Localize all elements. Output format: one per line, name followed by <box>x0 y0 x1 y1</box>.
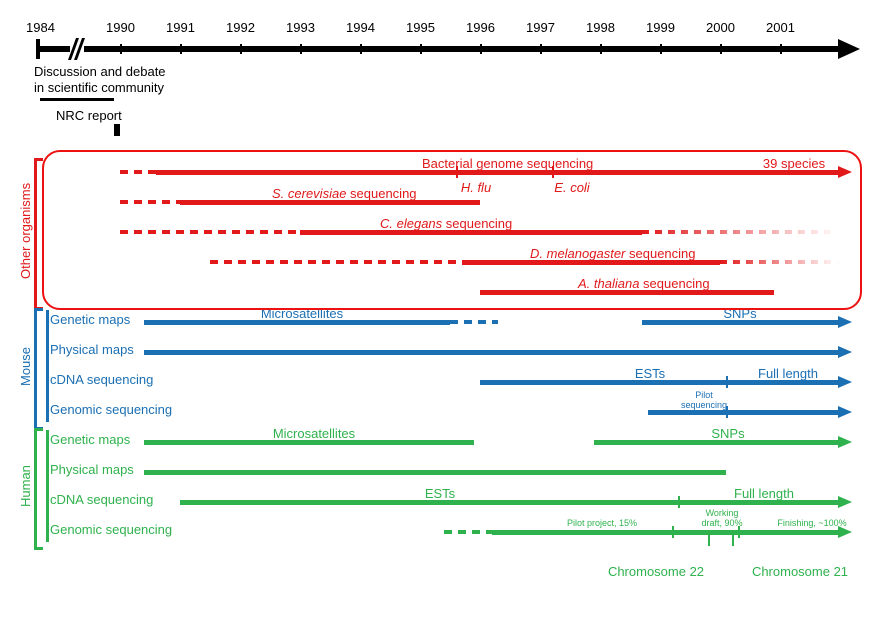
human-genomic-sequencing-label: Genomic sequencing <box>50 522 172 537</box>
human-physical-maps-label: Physical maps <box>50 462 134 477</box>
bracket-mouse <box>34 308 43 430</box>
nrc-report-label: NRC report <box>56 108 122 123</box>
discussion-label: Discussion and debate <box>34 64 166 79</box>
track-label: ESTs <box>380 486 500 501</box>
mouse-cdna-sequencing-label: cDNA sequencing <box>50 372 153 387</box>
year-label-1992: 1992 <box>226 20 255 35</box>
group-label-mouse: Mouse <box>18 312 33 420</box>
nrc-report-tick <box>114 124 120 136</box>
year-label-1996: 1996 <box>466 20 495 35</box>
track-label: Full length <box>704 486 824 501</box>
bracket-human <box>34 428 43 550</box>
mouse-genomic-sequencing-label: Genomic sequencing <box>50 402 172 417</box>
human-cdna-sequencing-label: cDNA sequencing <box>50 492 153 507</box>
track-label: Pilotsequencing <box>644 390 764 410</box>
mouse-physical-maps-label: Physical maps <box>50 342 134 357</box>
track-label: Chromosome 21 <box>740 564 860 579</box>
mouse-genetic-maps-label: Genetic maps <box>50 312 130 327</box>
year-label-1990: 1990 <box>106 20 135 35</box>
axis-break <box>70 38 84 60</box>
year-label-1998: 1998 <box>586 20 615 35</box>
track-label: SNPs <box>668 426 788 441</box>
other-organisms-box <box>42 150 862 310</box>
track-label: ESTs <box>590 366 710 381</box>
year-label-1993: 1993 <box>286 20 315 35</box>
year-label-1995: 1995 <box>406 20 435 35</box>
track-label: Microsatellites <box>254 426 374 441</box>
human-genetic-maps-label: Genetic maps <box>50 432 130 447</box>
year-label-1999: 1999 <box>646 20 675 35</box>
group-label-human: Human <box>18 432 33 540</box>
timeline-arrowhead <box>838 39 860 59</box>
year-label-2001: 2001 <box>766 20 795 35</box>
track-label: Full length <box>728 366 848 381</box>
year-label-1984: 1984 <box>26 20 55 35</box>
timeline-diagram: 1984 1990 1991 1992 1993 1994 1995 1996 1997 1998… <box>20 20 866 601</box>
year-label-1997: 1997 <box>526 20 555 35</box>
year-label-1994: 1994 <box>346 20 375 35</box>
year-label-1991: 1991 <box>166 20 195 35</box>
track-label: Chromosome 22 <box>596 564 716 579</box>
year-label-2000: 2000 <box>706 20 735 35</box>
group-label-other: Other organisms <box>18 162 33 300</box>
track-label: Pilot project, 15% <box>542 518 662 528</box>
track-label: Finishing, ~100% <box>752 518 872 528</box>
